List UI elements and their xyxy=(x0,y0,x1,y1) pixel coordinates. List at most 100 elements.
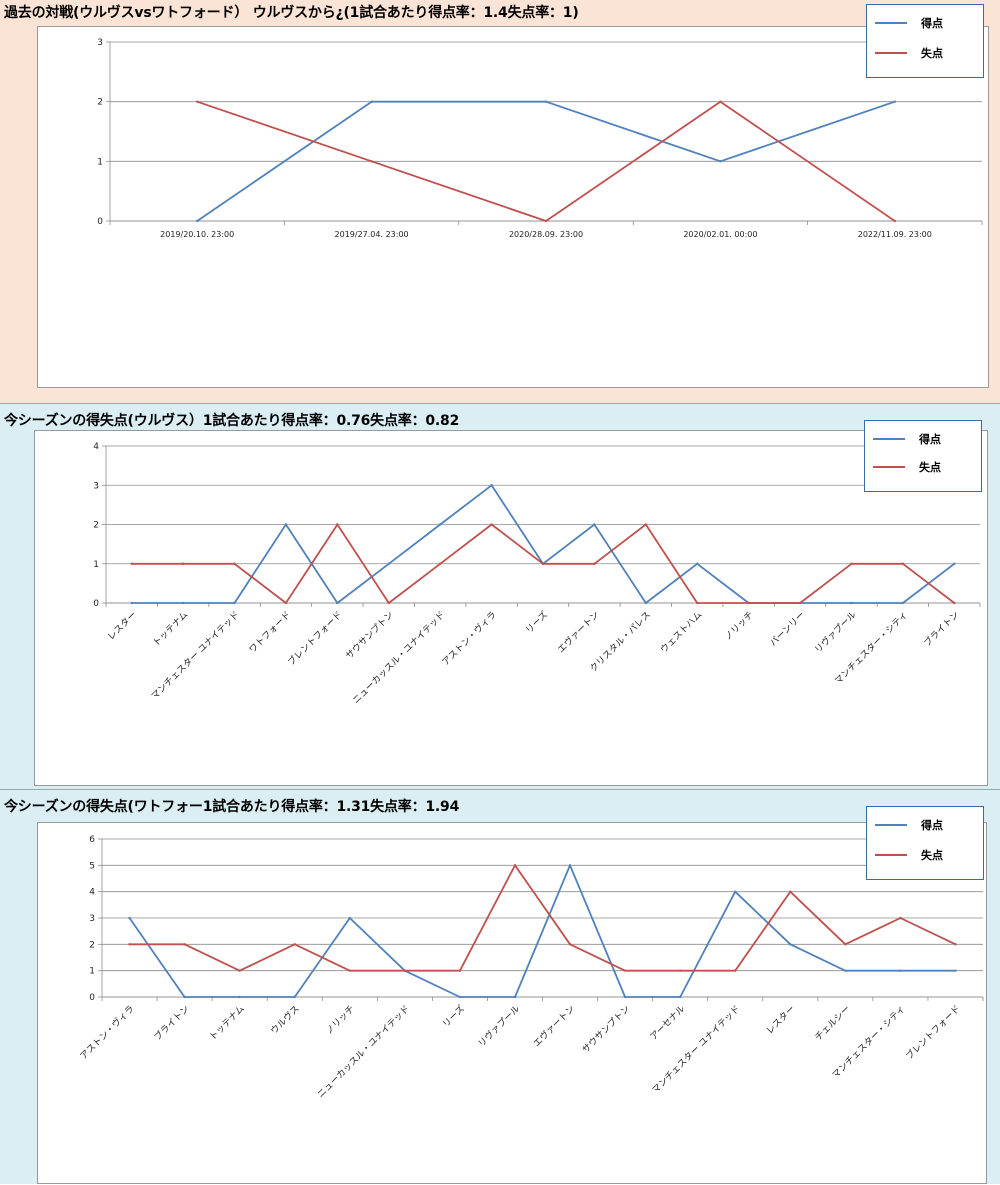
chart-legend: 得点 失点 xyxy=(866,806,984,880)
conceded-line-swatch xyxy=(875,52,907,54)
legend-label-goals: 得点 xyxy=(919,433,941,446)
data-point-goals xyxy=(348,916,351,920)
y-tick-label: 3 xyxy=(93,481,99,491)
x-tick-label: ワトフォード xyxy=(248,610,293,655)
x-tick-label: リヴァプール xyxy=(475,1003,522,1050)
data-point-conceded xyxy=(696,601,699,605)
data-point-conceded xyxy=(644,523,648,526)
x-tick-label: リーズ xyxy=(523,609,550,636)
x-tick-label: ノリッチ xyxy=(324,1003,357,1036)
x-tick-label: マンチェスター ユナイテッド xyxy=(650,1003,742,1095)
legend-item-goals: 得点 xyxy=(875,817,943,833)
data-point-conceded xyxy=(789,890,792,893)
data-point-goals xyxy=(181,601,185,605)
data-point-goals xyxy=(238,995,241,999)
data-point-conceded xyxy=(850,562,853,565)
data-point-conceded xyxy=(238,969,241,972)
data-point-conceded xyxy=(734,969,737,972)
x-tick-label: 2022/11.09. 23:00 xyxy=(858,230,932,239)
legend-item-goals: 得点 xyxy=(873,431,941,447)
x-tick-label: リヴァプール xyxy=(812,609,859,656)
y-tick-label: 1 xyxy=(93,560,99,570)
data-point-goals xyxy=(130,601,133,605)
series-line-goals xyxy=(131,484,955,604)
x-tick-label: エヴァートン xyxy=(555,609,602,656)
y-tick-label: 0 xyxy=(97,217,103,227)
x-tick-label: 2020/28.09. 23:00 xyxy=(509,230,583,239)
legend-label-conceded: 失点 xyxy=(919,461,941,474)
data-point-goals xyxy=(128,916,131,920)
data-point-goals xyxy=(893,100,896,103)
x-tick-label: サウサンプトン xyxy=(344,609,396,661)
x-tick-label: ニューカッスル・ユナイテッド xyxy=(351,609,448,706)
data-point-conceded xyxy=(678,969,682,972)
x-tick-label: ブレントフォード xyxy=(285,609,344,668)
data-point-conceded xyxy=(181,562,185,565)
data-point-conceded xyxy=(953,601,956,605)
data-point-goals xyxy=(513,995,517,999)
data-point-goals xyxy=(284,523,288,526)
data-point-goals xyxy=(490,484,493,487)
data-point-goals xyxy=(901,601,905,605)
chart-title: 今シーズンの得失点(ウルヴス）1試合あたり得点率：0.76失点率：0.82 xyxy=(4,413,460,429)
data-point-goals xyxy=(593,523,596,526)
data-point-goals xyxy=(719,160,722,163)
legend-item-conceded: 失点 xyxy=(875,45,943,61)
legend-label-conceded: 失点 xyxy=(921,47,943,60)
x-tick-label: サウサンプトン xyxy=(580,1003,632,1055)
y-tick-label: 2 xyxy=(97,98,103,108)
data-point-goals xyxy=(458,995,462,999)
y-tick-label: 4 xyxy=(89,888,95,898)
data-point-goals xyxy=(336,601,339,605)
goals-line-swatch xyxy=(873,438,905,440)
data-point-conceded xyxy=(183,943,186,946)
legend-label-goals: 得点 xyxy=(921,17,943,30)
data-point-conceded xyxy=(593,562,596,565)
data-point-goals xyxy=(734,890,737,893)
data-point-conceded xyxy=(438,562,442,565)
x-tick-label: 2019/27.04. 23:00 xyxy=(335,230,409,239)
data-point-goals xyxy=(233,601,236,605)
watford-season-panel: 今シーズンの得失点(ワトフォー1試合あたり得点率：1.31失点率：1.94 0 1… xyxy=(0,790,1000,1184)
data-point-goals xyxy=(196,219,199,223)
x-tick-label: チェルシー xyxy=(813,1003,853,1043)
x-tick-label: ウェストハム xyxy=(658,609,704,655)
series-line-goals xyxy=(128,864,956,998)
x-tick-label: レスター xyxy=(106,609,139,642)
data-point-goals xyxy=(370,100,373,103)
conceded-line-swatch xyxy=(873,466,905,468)
watford-season-plot: 0 1 2 3 4 5 6 アストン・ヴィラ ブライトン トッテナム ウルヴス ノリッチニューカッスル… xyxy=(77,835,984,1100)
data-point-conceded xyxy=(336,523,339,526)
data-point-conceded xyxy=(541,562,545,565)
data-point-conceded xyxy=(719,100,722,103)
data-point-goals xyxy=(623,995,627,999)
data-point-conceded xyxy=(284,601,288,605)
data-point-goals xyxy=(387,562,390,565)
y-tick-label: 2 xyxy=(89,940,95,950)
data-point-conceded xyxy=(747,601,750,605)
data-point-goals xyxy=(954,969,957,972)
data-point-conceded xyxy=(568,943,572,946)
x-tick-label: アストン・ヴィラ xyxy=(77,1003,136,1062)
data-point-conceded xyxy=(387,601,390,605)
x-tick-label: 2019/20.10. 23:00 xyxy=(160,230,234,239)
legend-item-conceded: 失点 xyxy=(875,847,943,863)
data-point-goals xyxy=(678,995,682,999)
watford-season-chart: 0 1 2 3 4 5 6 アストン・ヴィラ ブライトン トッテナム ウルヴス ノリッチ ニューカッスル… xyxy=(37,822,987,1184)
legend-label-conceded: 失点 xyxy=(921,849,943,862)
x-tick-label: アストン・ヴィラ xyxy=(439,609,498,668)
head-to-head-plot: 0 1 2 3 2019/20.10. 23:00 2019/27.04. 23:00 20… xyxy=(97,38,983,239)
legend-item-conceded: 失点 xyxy=(873,459,941,475)
data-point-conceded xyxy=(893,219,896,223)
data-point-goals xyxy=(850,601,853,605)
data-point-conceded xyxy=(954,943,957,946)
y-tick-label: 4 xyxy=(93,442,99,452)
x-tick-label: トッテナム xyxy=(207,1003,246,1042)
x-tick-label: ブライトン xyxy=(151,1003,191,1043)
y-tick-label: 3 xyxy=(97,38,103,48)
data-point-conceded xyxy=(196,100,199,103)
goals-line-swatch xyxy=(875,824,907,826)
data-point-conceded xyxy=(798,601,802,605)
data-point-conceded xyxy=(348,969,351,972)
data-point-goals xyxy=(899,969,902,972)
